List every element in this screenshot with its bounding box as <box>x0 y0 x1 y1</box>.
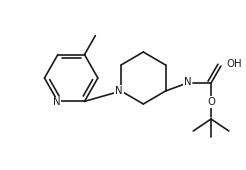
Text: N: N <box>53 97 61 107</box>
Text: N: N <box>115 86 123 96</box>
Text: N: N <box>184 77 191 87</box>
Text: OH: OH <box>227 59 243 69</box>
Text: O: O <box>207 97 215 107</box>
